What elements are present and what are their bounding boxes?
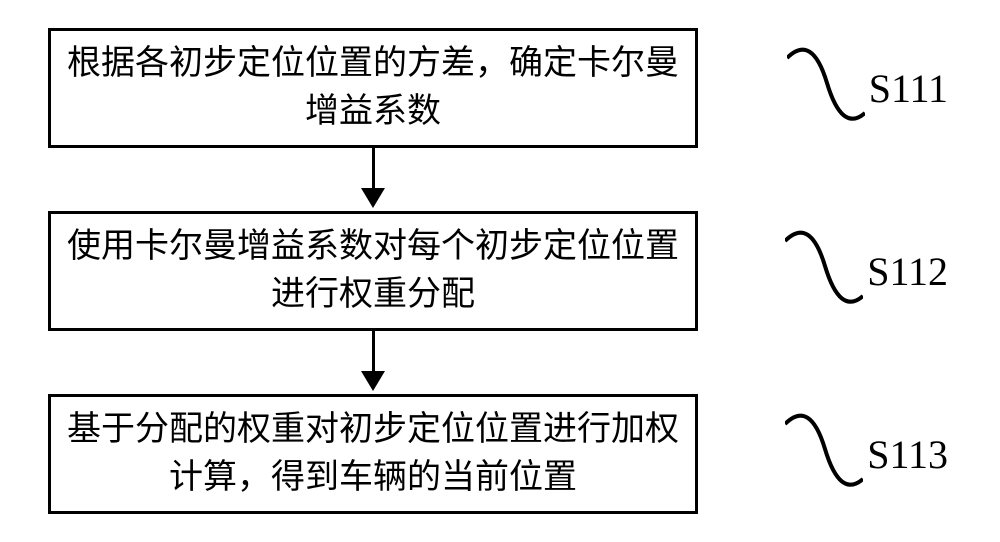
wave-connector-3: [785, 409, 863, 499]
step-text-2: 使用卡尔曼增益系数对每个初步定位位置进行权重分配: [67, 223, 679, 318]
wave-connector-2: [785, 226, 863, 316]
step-box-2: 使用卡尔曼增益系数对每个初步定位位置进行权重分配: [48, 211, 698, 331]
step-label-text-1: S111: [869, 65, 948, 112]
arrow-line-1: [372, 148, 375, 190]
step-box-1: 根据各初步定位位置的方差，确定卡尔曼增益系数: [48, 28, 698, 148]
arrow-1: [361, 148, 385, 208]
wave-connector-1: [787, 43, 865, 133]
step-label-2: S112: [785, 226, 948, 316]
step-label-3: S113: [785, 409, 948, 499]
step-box-3: 基于分配的权重对初步定位位置进行加权计算，得到车辆的当前位置: [48, 394, 698, 514]
arrow-head-2: [361, 371, 385, 391]
step-label-text-2: S112: [867, 248, 948, 295]
step-text-3: 基于分配的权重对初步定位位置进行加权计算，得到车辆的当前位置: [67, 406, 679, 501]
arrow-2: [361, 331, 385, 391]
step-text-1: 根据各初步定位位置的方差，确定卡尔曼增益系数: [67, 40, 679, 135]
arrow-head-1: [361, 188, 385, 208]
arrow-line-2: [372, 331, 375, 373]
step-label-1: S111: [787, 43, 948, 133]
step-label-text-3: S113: [867, 431, 948, 478]
